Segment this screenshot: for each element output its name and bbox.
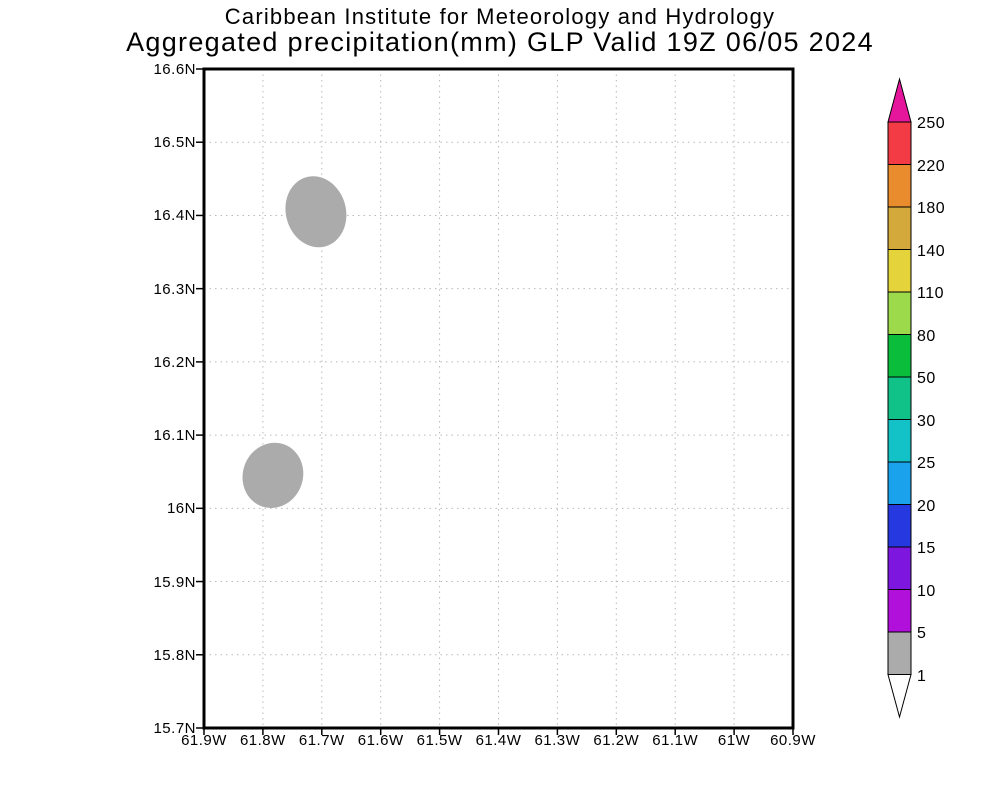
x-axis-tick-label: 61.9W (181, 732, 227, 749)
colorbar-segment (887, 206, 912, 250)
colorbar-tick-label: 180 (917, 200, 946, 217)
y-axis-tick-label: 15.7N (153, 720, 196, 737)
colorbar-tick-label: 80 (917, 327, 936, 345)
x-axis-tick-label: 61.8W (239, 732, 286, 749)
colorbar-segment (887, 504, 912, 548)
y-axis-tick-label: 16.1N (153, 427, 196, 445)
x-axis-tick-label: 61W (717, 732, 751, 749)
y-axis-tick-label: 16.5N (153, 134, 196, 152)
colorbar-segment (887, 631, 912, 675)
colorbar-tick-label: 5 (917, 625, 927, 642)
colorbar-segment (887, 249, 912, 293)
colorbar-tick-label: 10 (917, 582, 936, 600)
colorbar-segment (887, 164, 912, 208)
y-axis-tick-label: 16.4N (153, 207, 196, 225)
precip-region (285, 176, 347, 248)
colorbar-arrow-down (887, 674, 912, 719)
y-axis-tick-label: 16.2N (153, 353, 196, 371)
colorbar-segment (887, 334, 912, 378)
x-axis-tick-label: 61.4W (475, 732, 522, 749)
x-axis-tick-label: 61.6W (357, 732, 404, 749)
x-axis-tick-label: 61.2W (593, 732, 640, 749)
colorbar-tick-label: 110 (917, 285, 945, 302)
x-axis-tick-label: 61.5W (416, 732, 463, 749)
colorbar-tick-label: 20 (917, 497, 936, 515)
y-axis-tick-label: 16.6N (153, 61, 196, 78)
chart-subtitle: Aggregated precipitation(mm) GLP Valid 1… (126, 27, 874, 57)
colorbar-segment (887, 376, 912, 420)
precip-region (242, 442, 304, 509)
colorbar-tick-label: 220 (917, 157, 946, 175)
colorbar-segment (887, 546, 912, 590)
colorbar-tick-label: 15 (917, 540, 936, 557)
colorbar-segment (887, 121, 912, 165)
x-axis-tick-label: 60.9W (770, 732, 816, 749)
y-axis-tick-label: 15.9N (153, 573, 196, 591)
colorbar-tick-label: 1 (917, 667, 927, 685)
colorbar-tick-label: 140 (917, 242, 946, 260)
colorbar-segment (887, 291, 912, 335)
x-axis-tick-label: 61.3W (534, 732, 581, 749)
chart-title: Caribbean Institute for Meteorology and … (224, 4, 776, 29)
colorbar-tick-label: 250 (917, 115, 946, 132)
colorbar-tick-label: 50 (917, 370, 936, 387)
colorbar-segment (887, 461, 912, 505)
colorbar-tick-label: 30 (917, 412, 936, 430)
plot-border (202, 67, 795, 730)
x-axis-tick-label: 61.1W (652, 732, 699, 749)
y-axis-tick-label: 16.3N (153, 280, 196, 298)
y-axis-tick-label: 15.8N (153, 646, 196, 664)
x-axis-tick-label: 61.7W (298, 732, 345, 749)
colorbar-segment (887, 419, 912, 463)
colorbar-tick-label: 25 (917, 455, 936, 472)
colorbar-arrow-up (887, 77, 912, 123)
colorbar-segment (887, 589, 912, 633)
y-axis-tick-label: 16N (166, 500, 196, 518)
